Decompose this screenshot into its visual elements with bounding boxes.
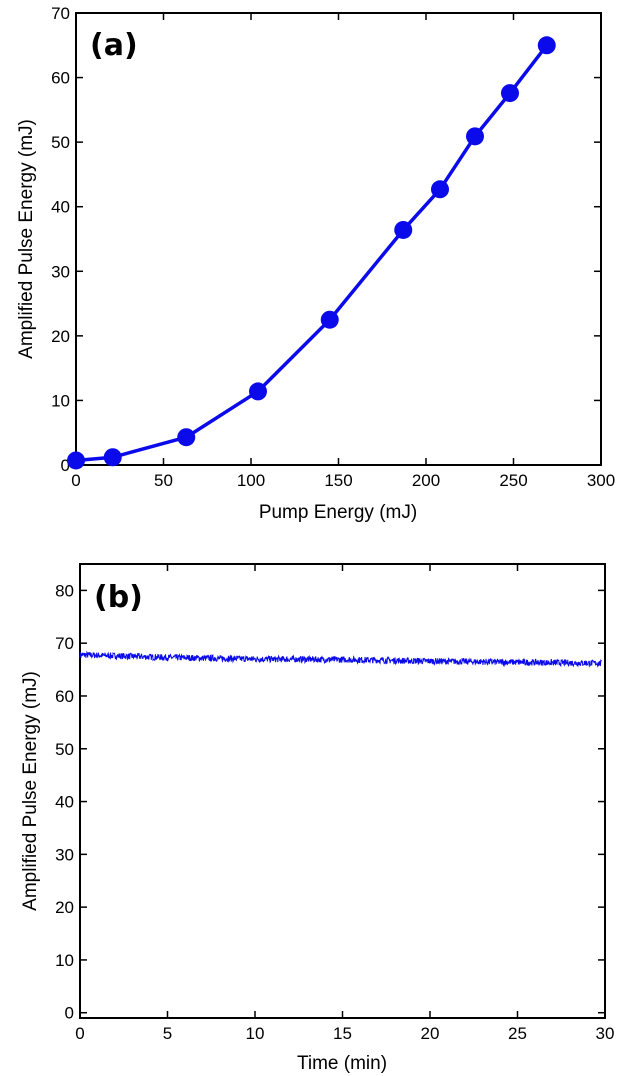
y-tick-label-b: 20 [55, 898, 74, 917]
panel-label-a: (a) [90, 28, 138, 63]
y-tick-label-a: 10 [51, 391, 70, 410]
x-tick-label-b: 20 [421, 1024, 440, 1043]
y-tick-label-a: 40 [51, 198, 70, 217]
chart-panel-b: 0 5 10 15 20 25 30 0 10 20 30 40 50 60 70 80 (b) Time (… [20, 563, 614, 1074]
y-tick-label-a: 0 [61, 456, 70, 475]
y-tick-label-b: 70 [55, 634, 74, 653]
x-tick-label-b: 15 [333, 1024, 352, 1043]
x-tick-label-a: 100 [237, 471, 265, 490]
y-tick-label-a: 50 [51, 133, 70, 152]
y-tick-label-a: 70 [51, 4, 70, 23]
data-point-a [431, 180, 449, 199]
axis-ticks-a: 0 50 100 150 200 250 300 0 10 20 30 40 50 60 70 [51, 4, 615, 490]
x-tick-label-a: 0 [71, 471, 80, 490]
panel-label-b: (b) [94, 580, 143, 615]
x-tick-label-a: 150 [324, 471, 352, 490]
data-point-a [177, 428, 196, 447]
x-tick-label-b: 10 [246, 1024, 265, 1043]
x-tick-label-b: 0 [75, 1024, 84, 1043]
series-markers-a [67, 36, 556, 470]
data-point-a [537, 36, 556, 55]
y-tick-label-a: 60 [51, 69, 70, 88]
data-point-a [320, 310, 339, 329]
series-line-a [75, 44, 549, 463]
data-point-a [394, 220, 413, 239]
x-tick-label-a: 250 [499, 471, 527, 490]
y-tick-label-b: 40 [55, 793, 74, 812]
y-tick-label-a: 30 [51, 262, 70, 281]
x-axis-title-a: Pump Energy (mJ) [259, 502, 417, 523]
x-tick-label-b: 25 [508, 1024, 527, 1043]
y-tick-label-b: 50 [55, 740, 74, 759]
y-tick-label-b: 60 [55, 687, 74, 706]
y-tick-label-b: 30 [55, 845, 74, 864]
data-point-a [501, 84, 519, 103]
x-tick-label-a: 50 [154, 471, 173, 490]
y-axis-title-b: Amplified Pulse Energy (mJ) [20, 671, 41, 911]
data-point-a [466, 127, 484, 146]
x-tick-label-b: 30 [596, 1024, 615, 1043]
chart-panel-a: 0 50 100 150 200 250 300 0 10 20 30 40 50 60 70 (a) Pu… [16, 4, 615, 523]
y-axis-title-a: Amplified Pulse Energy (mJ) [16, 119, 37, 359]
x-axis-title-b: Time (min) [297, 1053, 387, 1074]
plot-frame-a [75, 12, 602, 466]
y-tick-label-b: 0 [65, 1004, 74, 1023]
y-tick-label-b: 80 [55, 581, 74, 600]
x-tick-label-a: 200 [412, 471, 440, 490]
plot-frame-b [79, 563, 606, 1019]
series-line-b [79, 650, 602, 668]
x-tick-label-b: 5 [163, 1024, 172, 1043]
y-tick-label-b: 10 [55, 951, 74, 970]
y-tick-label-a: 20 [51, 327, 70, 346]
data-point-a [67, 451, 85, 470]
x-tick-label-a: 300 [587, 471, 615, 490]
data-point-a [103, 448, 122, 467]
axis-ticks-b: 0 5 10 15 20 25 30 0 10 20 30 40 50 60 70 80 [55, 564, 614, 1043]
data-point-a [249, 382, 267, 401]
